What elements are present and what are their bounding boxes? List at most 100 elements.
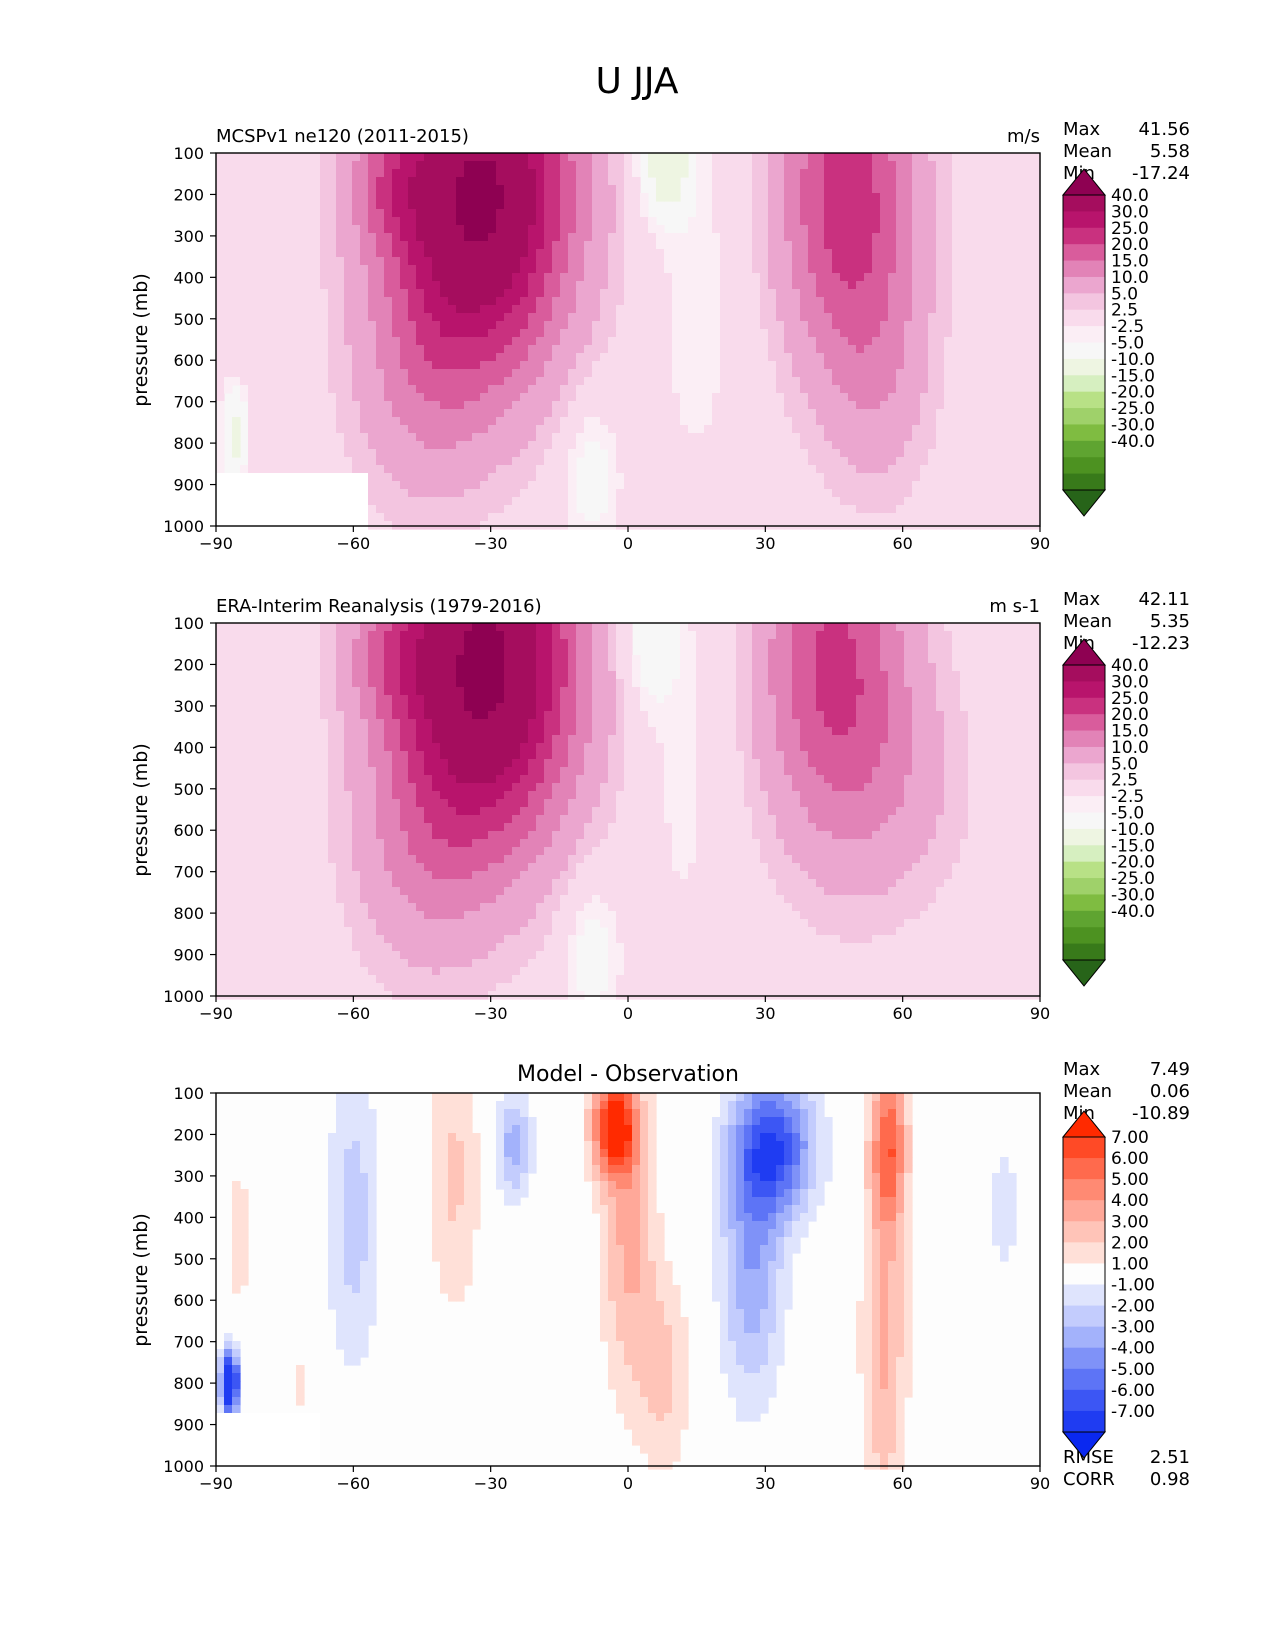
- masked-cell: [224, 497, 232, 505]
- contour-cell: [872, 273, 881, 282]
- contour-cell: [736, 209, 745, 218]
- contour-cell: [720, 153, 729, 162]
- contour-cell: [280, 289, 289, 298]
- contour-cell: [424, 377, 433, 386]
- contour-cell: [328, 321, 337, 330]
- contour-cell: [232, 879, 241, 888]
- contour-cell: [392, 473, 401, 482]
- contour-cell: [360, 433, 369, 442]
- contour-cell: [368, 305, 377, 314]
- contour-cell: [864, 433, 873, 442]
- contour-cell: [800, 185, 809, 194]
- contour-cell: [872, 201, 881, 210]
- contour-cell: [240, 727, 249, 736]
- contour-cell: [400, 369, 409, 378]
- contour-cell: [784, 313, 793, 322]
- contour-cell: [728, 385, 737, 394]
- contour-cell: [528, 473, 537, 482]
- contour-cell: [832, 369, 841, 378]
- contour-cell: [392, 305, 401, 314]
- contour-cell: [864, 481, 873, 490]
- contour-cell: [488, 233, 497, 242]
- contour-cell: [712, 441, 721, 450]
- contour-cell: [240, 663, 249, 672]
- contour-cell: [392, 329, 401, 338]
- contour-cell: [288, 345, 297, 354]
- contour-cell: [752, 193, 761, 202]
- contour-cell: [944, 513, 953, 522]
- contour-cell: [504, 473, 513, 482]
- contour-cell: [592, 425, 601, 434]
- contour-cell: [240, 169, 249, 178]
- contour-cell: [344, 385, 353, 394]
- contour-cell: [504, 217, 513, 226]
- contour-cell: [296, 369, 305, 378]
- contour-cell: [568, 433, 577, 442]
- contour-cell: [280, 153, 289, 162]
- contour-cell: [512, 489, 521, 498]
- contour-cell: [280, 305, 289, 314]
- contour-cell: [256, 361, 265, 370]
- contour-cell: [752, 521, 761, 530]
- contour-cell: [768, 489, 777, 498]
- contour-cell: [584, 329, 593, 338]
- contour-cell: [272, 177, 281, 186]
- contour-cell: [664, 505, 673, 514]
- masked-cell: [288, 505, 296, 513]
- contour-cell: [224, 169, 233, 178]
- contour-cell: [608, 521, 617, 530]
- contour-cell: [408, 321, 417, 330]
- contour-cell: [976, 401, 985, 410]
- contour-cell: [952, 337, 961, 346]
- contour-cell: [384, 193, 393, 202]
- contour-cell: [552, 409, 561, 418]
- contour-cell: [496, 161, 505, 170]
- contour-cell: [952, 385, 961, 394]
- contour-cell: [496, 193, 505, 202]
- contour-cell: [952, 265, 961, 274]
- contour-cell: [376, 401, 385, 410]
- contour-cell: [464, 169, 473, 178]
- contour-cell: [896, 217, 905, 226]
- contour-cell: [328, 345, 337, 354]
- contour-cell: [816, 281, 825, 290]
- contour-cell: [392, 209, 401, 218]
- contour-cell: [736, 281, 745, 290]
- contour-cell: [416, 433, 425, 442]
- contour-cell: [504, 233, 513, 242]
- masked-cell: [320, 513, 328, 521]
- contour-cell: [448, 473, 457, 482]
- contour-cell: [936, 273, 945, 282]
- contour-cell: [944, 481, 953, 490]
- contour-cell: [488, 201, 497, 210]
- contour-cell: [496, 353, 505, 362]
- masked-cell: [328, 521, 336, 529]
- contour-cell: [704, 241, 713, 250]
- contour-cell: [304, 217, 313, 226]
- colorbar-label: -25.0: [1111, 399, 1155, 419]
- contour-cell: [400, 425, 409, 434]
- contour-cell: [800, 257, 809, 266]
- contour-cell: [232, 655, 241, 664]
- contour-cell: [584, 249, 593, 258]
- masked-cell: [216, 521, 224, 529]
- contour-cell: [736, 313, 745, 322]
- contour-cell: [368, 417, 377, 426]
- contour-cell: [864, 361, 873, 370]
- contour-cell: [744, 377, 753, 386]
- contour-cell: [984, 489, 993, 498]
- contour-cell: [456, 185, 465, 194]
- contour-cell: [320, 241, 329, 250]
- contour-cell: [624, 177, 633, 186]
- contour-cell: [232, 727, 241, 736]
- contour-cell: [608, 433, 617, 442]
- contour-cell: [648, 465, 657, 474]
- contour-cell: [296, 401, 305, 410]
- contour-cell: [544, 417, 553, 426]
- contour-cell: [776, 489, 785, 498]
- contour-cell: [288, 297, 297, 306]
- contour-cell: [648, 273, 657, 282]
- contour-cell: [616, 505, 625, 514]
- contour-cell: [656, 257, 665, 266]
- contour-cell: [912, 249, 921, 258]
